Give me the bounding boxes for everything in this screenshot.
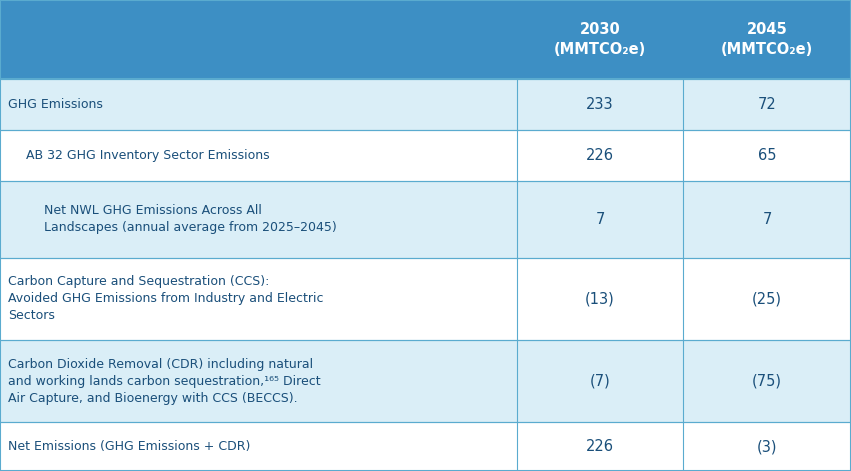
Bar [0, 130, 851, 181]
Text: Net Emissions (GHG Emissions + CDR): Net Emissions (GHG Emissions + CDR) [8, 440, 250, 453]
Text: Net NWL GHG Emissions Across All
Landscapes (annual average from 2025–2045): Net NWL GHG Emissions Across All Landsca… [44, 204, 337, 234]
Bar [0, 79, 851, 130]
Text: (7): (7) [590, 374, 610, 389]
Bar [0, 181, 851, 258]
Bar [0, 0, 851, 79]
Bar [0, 422, 851, 471]
Bar [0, 258, 851, 340]
Text: GHG Emissions: GHG Emissions [8, 98, 103, 111]
Text: (25): (25) [752, 292, 782, 306]
Text: (3): (3) [757, 439, 778, 454]
Text: 2045
(MMTCO₂e): 2045 (MMTCO₂e) [721, 23, 814, 57]
Text: 72: 72 [757, 97, 777, 112]
Text: (13): (13) [585, 292, 614, 306]
Text: Carbon Dioxide Removal (CDR) including natural
and working lands carbon sequestr: Carbon Dioxide Removal (CDR) including n… [8, 358, 321, 405]
Text: 65: 65 [758, 148, 776, 163]
Text: 7: 7 [595, 212, 605, 227]
Text: 7: 7 [762, 212, 772, 227]
Text: 226: 226 [586, 439, 614, 454]
Text: 233: 233 [586, 97, 614, 112]
Text: 226: 226 [586, 148, 614, 163]
Text: 2030
(MMTCO₂e): 2030 (MMTCO₂e) [554, 23, 646, 57]
Text: AB 32 GHG Inventory Sector Emissions: AB 32 GHG Inventory Sector Emissions [26, 149, 270, 162]
Bar [0, 340, 851, 422]
Text: Carbon Capture and Sequestration (CCS):
Avoided GHG Emissions from Industry and : Carbon Capture and Sequestration (CCS): … [8, 276, 323, 322]
Text: (75): (75) [752, 374, 782, 389]
